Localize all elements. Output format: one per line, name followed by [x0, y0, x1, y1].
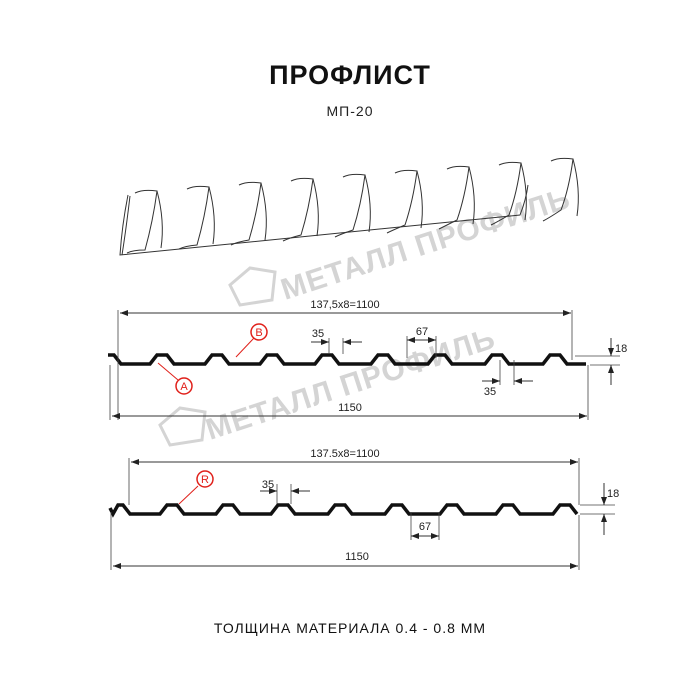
profile-a: 137,5x8=1100 1150 35 67 35 18 B A — [108, 299, 627, 420]
profile-b-line — [108, 503, 579, 518]
profile-a-total-width: 1150 — [338, 402, 362, 414]
marker-r: R — [201, 474, 209, 486]
marker-b: B — [255, 327, 262, 339]
profile-a-line — [108, 353, 586, 366]
page-subtitle: МП-20 — [326, 103, 374, 119]
svg-text:МЕТАЛЛ ПРОФИЛЬ: МЕТАЛЛ ПРОФИЛЬ — [277, 182, 575, 307]
profile-a-bottom-width: 35 — [484, 386, 496, 398]
profile-a-pitch-label: 137,5x8=1100 — [310, 299, 379, 311]
profile-b: 137.5x8=1100 1150 35 67 18 R — [108, 448, 619, 570]
profile-b-top-width: 35 — [262, 479, 274, 491]
profile-b-total-width: 1150 — [345, 551, 369, 563]
profile-a-rib-width: 67 — [416, 326, 428, 338]
profile-a-height: 18 — [615, 343, 627, 355]
profile-b-rib-width: 67 — [419, 521, 431, 533]
watermark-logo: МЕТАЛЛ ПРОФИЛЬ МЕТАЛЛ ПРОФИЛЬ — [158, 182, 575, 447]
material-thickness-note: ТОЛЩИНА МАТЕРИАЛА 0.4 - 0.8 ММ — [213, 620, 487, 636]
sheet-3d-illustration — [119, 157, 579, 256]
profile-b-height: 18 — [607, 488, 619, 500]
page-title: ПРОФЛИСТ — [269, 60, 431, 90]
profile-a-top-width: 35 — [312, 328, 324, 340]
svg-text:МЕТАЛЛ ПРОФИЛЬ: МЕТАЛЛ ПРОФИЛЬ — [202, 322, 500, 447]
profile-b-pitch-label: 137.5x8=1100 — [310, 448, 379, 460]
marker-a: A — [180, 381, 188, 393]
